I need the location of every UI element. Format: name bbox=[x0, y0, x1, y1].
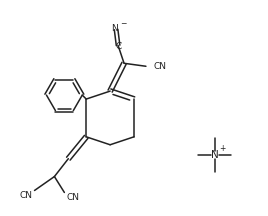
Text: CN: CN bbox=[19, 191, 32, 200]
Text: C: C bbox=[116, 42, 122, 51]
Text: N: N bbox=[211, 150, 218, 160]
Text: +: + bbox=[219, 144, 226, 153]
Text: N: N bbox=[111, 24, 117, 33]
Text: CN: CN bbox=[67, 193, 80, 202]
Text: CN: CN bbox=[154, 62, 167, 71]
Text: −: − bbox=[120, 19, 126, 28]
